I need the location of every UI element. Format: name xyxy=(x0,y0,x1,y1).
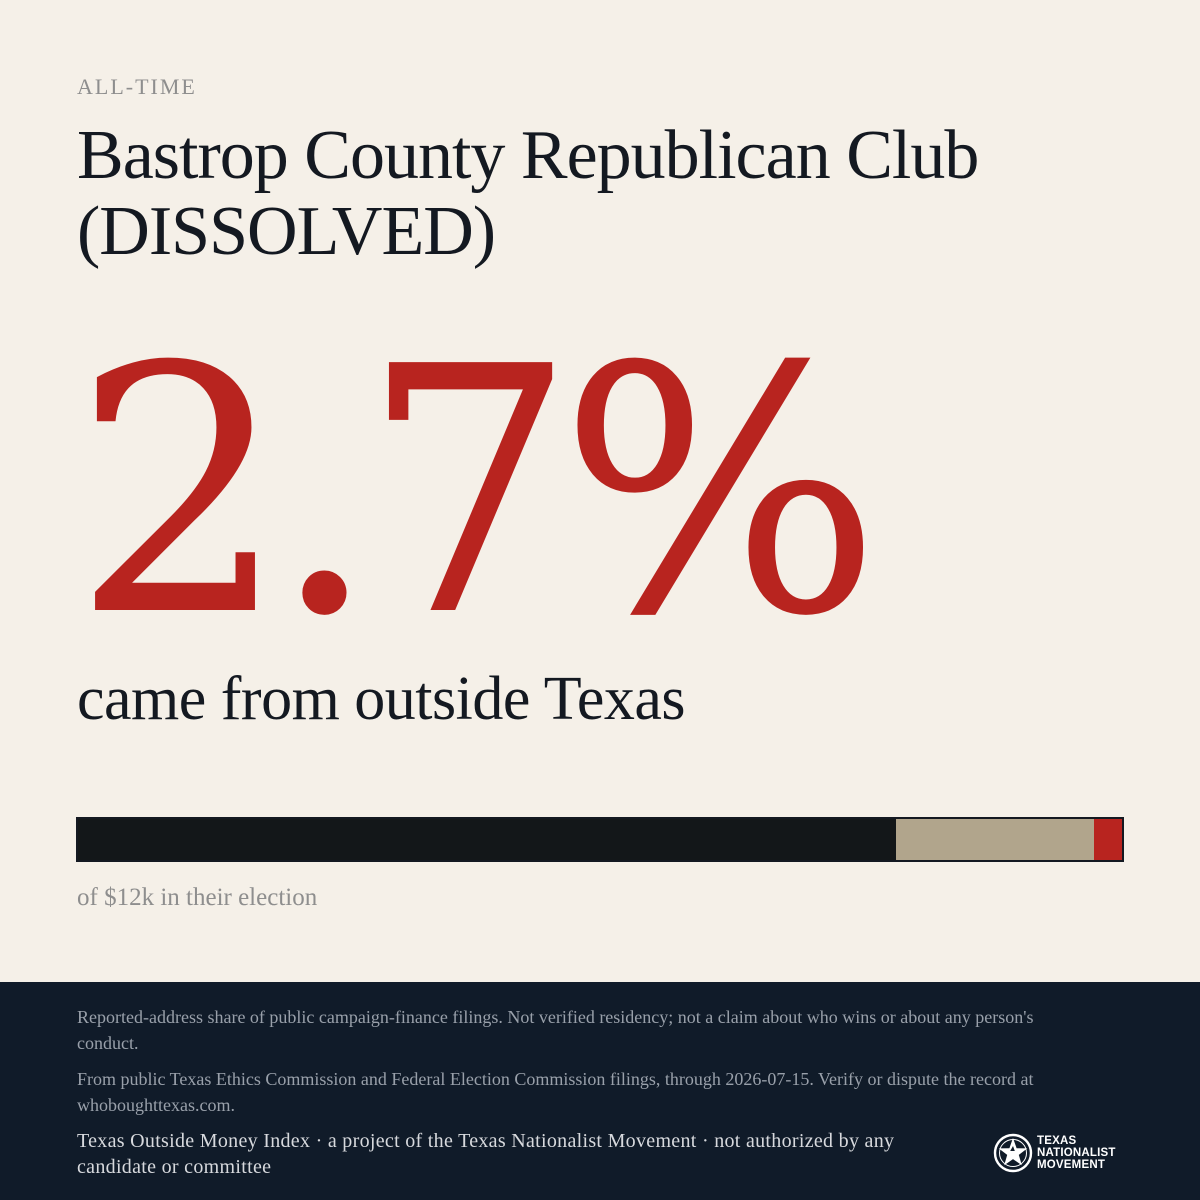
kicker-label: ALL-TIME xyxy=(77,74,197,99)
total-amount-line: of $12k in their election xyxy=(77,884,318,911)
share-bar-segment-outside xyxy=(1093,819,1122,860)
tnm-logo: TEXAS NATIONALIST MOVEMENT xyxy=(993,1131,1116,1175)
source-text: From public Texas Ethics Commission and … xyxy=(77,1069,1034,1115)
share-bar xyxy=(76,817,1124,862)
headline-percentage: 2.7% xyxy=(72,295,882,691)
share-bar-segment-in-state xyxy=(78,819,897,860)
logo-line-2: NATIONALIST xyxy=(1037,1147,1116,1159)
logo-line-3: MOVEMENT xyxy=(1037,1159,1106,1171)
tnm-logo-text: TEXAS NATIONALIST MOVEMENT xyxy=(1037,1135,1116,1171)
committee-title: Bastrop County Republican Club (DISSOLVE… xyxy=(77,117,979,270)
share-bar-segment-unknown xyxy=(896,819,1094,860)
star-seal-icon xyxy=(993,1133,1033,1173)
headline-subtitle: came from outside Texas xyxy=(77,665,686,733)
logo-line-1: TEXAS xyxy=(1037,1135,1077,1147)
disclaimer-text: Reported-address share of public campaig… xyxy=(77,1007,1034,1053)
credit-text: Texas Outside Money Index · a project of… xyxy=(77,1130,895,1178)
